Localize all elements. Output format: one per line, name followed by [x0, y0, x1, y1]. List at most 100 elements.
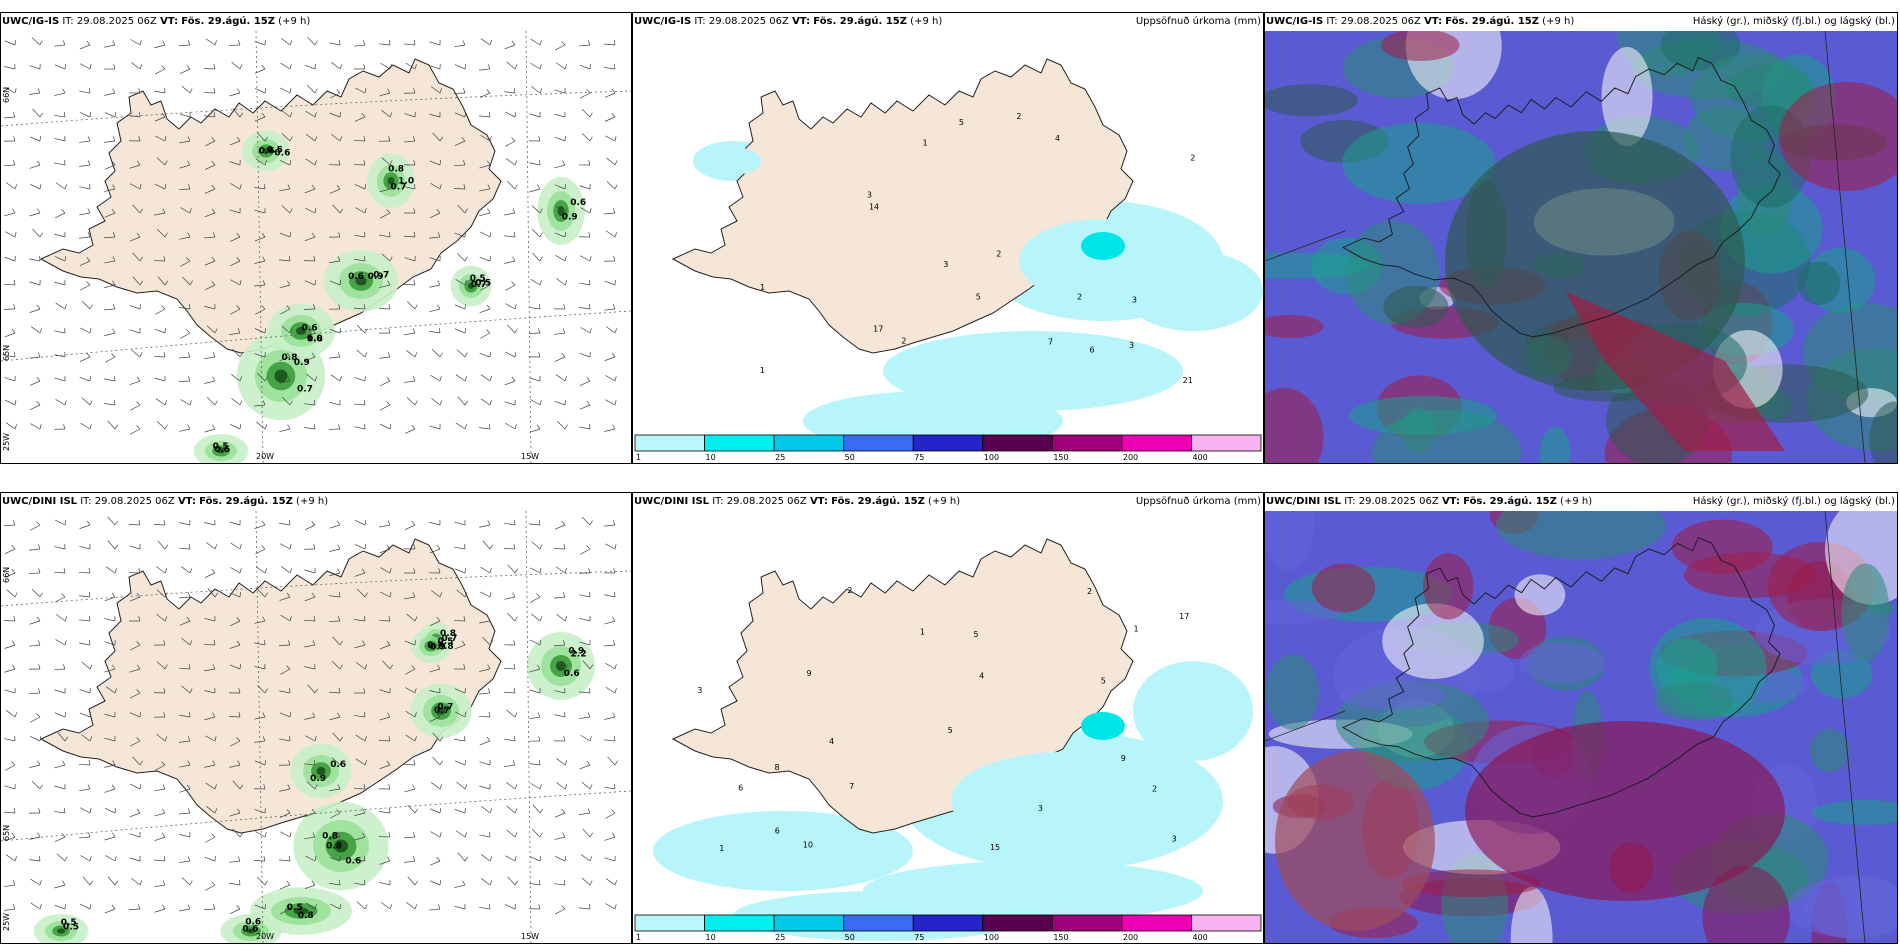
wind-barb	[329, 42, 341, 46]
panel-precip-top: UWC/IG-IS IT: 29.08.2025 06Z VT: Fös. 29…	[632, 12, 1264, 464]
wind-barb	[354, 403, 366, 406]
wind-barb	[54, 712, 66, 718]
wind-barb-flag	[114, 520, 118, 526]
wind-barb-flag	[414, 64, 417, 70]
shade-max	[334, 839, 348, 853]
wind-barb	[279, 259, 291, 262]
wind-barb	[406, 301, 416, 310]
precip-value-label: 1	[760, 283, 765, 292]
wind-barb-flag	[261, 305, 266, 310]
wind-barb-flag	[464, 687, 466, 694]
wind-barb-flag	[86, 520, 91, 526]
wind-barb-flag	[36, 376, 41, 382]
wind-barb	[479, 740, 491, 746]
wind-barb	[531, 829, 541, 838]
colorbar-label: 100	[984, 453, 999, 462]
wind-barb	[380, 404, 391, 411]
wind-barb	[379, 689, 391, 694]
wind-barb-flag	[538, 904, 541, 910]
wind-barb-flag	[364, 760, 367, 766]
wind-barb-flag	[89, 664, 93, 670]
wind-barb-flag	[564, 424, 568, 430]
panel-precip-bottom: UWC/DINI ISL IT: 29.08.2025 06Z VT: Fös.…	[632, 492, 1264, 944]
wind-barb	[331, 661, 341, 670]
wind-barb	[229, 764, 241, 768]
wind-barb	[479, 834, 491, 838]
wind-barb	[304, 280, 316, 286]
wind-barb-flag	[513, 544, 516, 550]
wind-barb	[4, 689, 16, 694]
wind-barb-flag	[464, 592, 468, 598]
wind-barb	[328, 620, 341, 622]
wind-barb-flag	[188, 184, 191, 190]
cloud-blob	[1465, 721, 1785, 901]
wind-barb-flag	[163, 640, 166, 646]
wind-barb	[4, 908, 16, 911]
wind-barb	[404, 640, 416, 646]
wind-barb-flag	[339, 736, 344, 742]
wind-barb	[305, 207, 316, 214]
precip-value-label: 7	[1048, 338, 1053, 347]
wind-barb-flag	[111, 784, 116, 790]
wind-barb-flag	[562, 160, 566, 166]
panel-cloud-top: UWC/IG-IS IT: 29.08.2025 06Z VT: Fös. 29…	[1264, 12, 1898, 464]
wind-barb	[503, 548, 516, 550]
wind-barb	[80, 855, 91, 862]
panel-header: UWC/DINI ISL IT: 29.08.2025 06Z VT: Fös.…	[633, 493, 1263, 511]
wind-barbs	[3, 516, 618, 915]
wind-barb	[454, 760, 466, 766]
wind-barb	[29, 183, 41, 190]
wind-barb-flag	[139, 208, 143, 214]
wind-barb-flag	[464, 735, 466, 742]
wind-barb-flag	[437, 664, 441, 670]
wind-value-label: 0.5	[213, 442, 229, 452]
wind-barb	[404, 113, 416, 118]
wind-barb-flag	[139, 40, 142, 46]
wind-barb	[104, 618, 116, 622]
wind-barb-flag	[236, 904, 241, 910]
precip-value-label: 5	[948, 726, 953, 735]
wind-barb-flag	[311, 880, 316, 886]
wind-barb-flag	[589, 112, 593, 118]
precip-value-label: 5	[959, 118, 964, 127]
wind-barb	[530, 38, 541, 46]
wind-barb-flag	[464, 543, 466, 550]
wind-barb	[329, 857, 341, 862]
wind-barb-flag	[413, 160, 416, 166]
wind-barb-flag	[611, 88, 616, 94]
wind-barb	[429, 160, 441, 166]
wind-barb-flag	[163, 688, 166, 694]
wind-value-label: 0.9	[430, 642, 446, 652]
wind-barb	[154, 836, 166, 842]
wind-barb	[30, 423, 41, 430]
colorbar-label: 400	[1192, 453, 1207, 462]
wind-barb-flag	[288, 856, 291, 862]
wind-barb	[80, 422, 91, 430]
wind-barb-flag	[89, 808, 92, 814]
wind-barb	[129, 812, 141, 818]
wind-barb	[581, 877, 591, 886]
wind-barb-flag	[61, 209, 66, 214]
wind-barb	[456, 589, 466, 598]
wind-barb	[506, 181, 516, 190]
wind-barb-flag	[539, 832, 543, 838]
wind-barb-flag	[489, 880, 493, 886]
wind-barb	[204, 856, 216, 862]
wind-barb-flag	[64, 184, 67, 190]
colorbar-cell	[843, 914, 914, 932]
wind-barb	[79, 524, 91, 529]
wind-barb	[330, 374, 341, 382]
wind-barb	[207, 588, 216, 598]
wind-barb	[179, 740, 191, 743]
wind-barb-flag	[613, 63, 616, 70]
wind-barb	[306, 134, 316, 142]
wind-barb	[479, 212, 491, 217]
wind-barb-flag	[87, 784, 91, 790]
wind-barb-flag	[412, 376, 416, 382]
wind-barb-flag	[312, 832, 316, 838]
wind-barb	[5, 854, 16, 862]
wind-value-label: 0.9	[368, 272, 384, 282]
wind-barb	[5, 422, 16, 430]
wind-barb-flag	[587, 808, 591, 814]
precip-light	[705, 147, 761, 175]
